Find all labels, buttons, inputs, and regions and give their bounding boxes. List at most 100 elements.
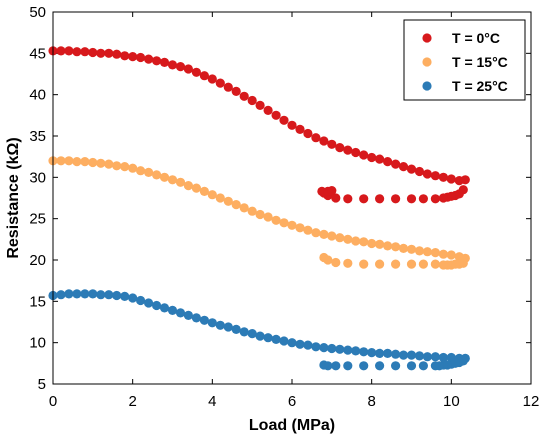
data-point (327, 231, 337, 241)
data-point (303, 225, 313, 235)
data-point (80, 47, 90, 57)
data-point (255, 209, 265, 220)
data-point (335, 233, 345, 243)
y-tick-label: 30 (29, 169, 46, 186)
data-point (271, 110, 281, 120)
data-point (152, 300, 162, 311)
data-point (88, 47, 98, 58)
data-point (183, 310, 193, 320)
data-point (128, 293, 138, 303)
data-point (191, 67, 201, 77)
y-tick-label: 10 (29, 335, 46, 352)
data-point (406, 244, 417, 254)
data-point (175, 308, 186, 318)
data-point (383, 241, 393, 251)
data-point (359, 237, 369, 247)
data-point (430, 352, 440, 362)
data-point (72, 157, 82, 167)
data-point (327, 343, 337, 354)
data-points-layer (48, 46, 470, 371)
data-point (279, 336, 289, 346)
data-point (406, 350, 417, 360)
data-point (175, 177, 186, 187)
data-point (239, 203, 249, 213)
data-point (398, 243, 409, 253)
data-point (136, 295, 146, 306)
data-point (183, 181, 193, 191)
data-point (295, 124, 305, 134)
data-point (80, 157, 90, 167)
data-point (64, 46, 74, 56)
data-point (88, 289, 98, 299)
data-point (422, 352, 432, 362)
data-point (391, 194, 401, 204)
data-point (319, 229, 329, 239)
data-point (96, 290, 106, 300)
x-tick-label: 10 (443, 393, 460, 410)
data-point (207, 74, 217, 84)
y-tick-label: 35 (29, 128, 46, 145)
data-point (152, 56, 162, 66)
data-point (343, 361, 353, 371)
data-point (418, 361, 428, 371)
data-point (319, 136, 329, 146)
data-point (239, 91, 249, 101)
data-point (215, 78, 225, 88)
data-point (120, 162, 130, 172)
data-point (375, 259, 385, 269)
data-point (199, 71, 209, 81)
data-point (414, 166, 425, 177)
data-point (303, 340, 313, 350)
data-point (104, 159, 114, 169)
data-point (383, 348, 393, 358)
data-point (375, 361, 385, 371)
data-point (319, 252, 329, 263)
data-point (263, 105, 273, 115)
data-point (351, 147, 361, 158)
data-point (239, 327, 249, 337)
data-point (199, 315, 209, 325)
data-point (375, 154, 385, 164)
data-point (271, 334, 281, 344)
legend-entry: T = 15°C (452, 54, 508, 70)
series-2 (48, 156, 470, 270)
data-point (438, 249, 448, 259)
data-point (430, 171, 440, 181)
data-point (311, 228, 321, 238)
data-point (311, 133, 321, 143)
legend-marker (422, 33, 432, 43)
data-point (159, 172, 170, 182)
data-point (279, 115, 289, 125)
data-point (64, 289, 74, 299)
data-point (207, 318, 217, 328)
data-point (96, 158, 106, 168)
data-point (159, 57, 170, 67)
data-point (191, 313, 201, 323)
data-point (255, 100, 265, 110)
data-point (391, 361, 401, 371)
data-point (199, 186, 209, 196)
x-axis-label: Load (MPa) (249, 417, 335, 434)
data-point (446, 174, 456, 184)
data-point (359, 347, 369, 357)
data-point (144, 54, 154, 64)
data-point (406, 194, 417, 204)
data-point (343, 145, 353, 155)
data-point (263, 333, 273, 343)
data-point (460, 175, 470, 185)
data-point (279, 218, 289, 228)
data-point (406, 164, 417, 174)
data-point (383, 157, 393, 167)
data-point (367, 238, 377, 249)
data-point (56, 156, 66, 166)
data-point (56, 290, 66, 300)
data-point (335, 143, 345, 153)
data-point (351, 236, 361, 246)
data-point (247, 95, 257, 106)
y-tick-label: 40 (29, 87, 46, 104)
legend-marker (422, 81, 432, 91)
legend-marker (422, 57, 432, 67)
data-point (430, 361, 440, 371)
data-point (64, 156, 74, 166)
x-tick-label: 2 (128, 393, 136, 410)
